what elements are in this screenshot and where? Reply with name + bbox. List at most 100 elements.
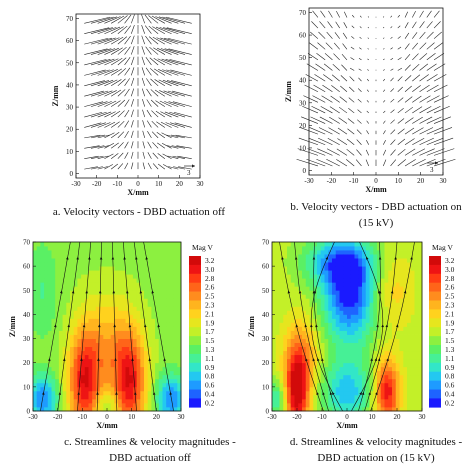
magnitude-cell: [414, 306, 419, 311]
streamline-arrow: [322, 391, 325, 395]
magnitude-cell: [36, 366, 41, 372]
magnitude-cell: [125, 334, 130, 339]
velocity-vector: [308, 137, 326, 146]
magnitude-cell: [275, 350, 280, 356]
magnitude-cell: [84, 366, 89, 372]
magnitude-cell: [302, 394, 307, 400]
velocity-vector: [124, 88, 130, 97]
streamline-arrow: [96, 391, 99, 395]
magnitude-cell: [362, 314, 367, 319]
magnitude-cell: [147, 298, 152, 303]
magnitude-cell: [392, 398, 397, 404]
velocity-vector: [150, 89, 159, 97]
magnitude-cell: [399, 318, 404, 323]
magnitude-cell: [279, 278, 284, 283]
velocity-vector: [412, 148, 426, 156]
legend-label: 2.6: [445, 283, 455, 292]
legend-swatch: [429, 389, 441, 399]
magnitude-cell: [132, 330, 137, 335]
magnitude-cell: [384, 354, 389, 360]
velocity-vector: [383, 69, 385, 71]
magnitude-cell: [173, 362, 178, 368]
magnitude-cell: [332, 282, 337, 287]
magnitude-cell: [140, 374, 145, 380]
magnitude-cell: [155, 402, 160, 408]
magnitude-cell: [169, 294, 174, 299]
magnitude-cell: [407, 286, 412, 291]
magnitude-cell: [380, 406, 385, 412]
magnitude-cell: [92, 254, 97, 259]
magnitude-cell: [410, 370, 415, 376]
magnitude-cell: [166, 254, 171, 259]
magnitude-cell: [92, 270, 97, 275]
magnitude-cell: [392, 370, 397, 376]
velocity-vector: [163, 37, 186, 45]
magnitude-cell: [388, 298, 393, 303]
magnitude-cell: [418, 366, 423, 372]
velocity-vector: [390, 68, 394, 71]
magnitude-cell: [84, 314, 89, 319]
magnitude-cell: [328, 346, 333, 352]
magnitude-cell: [95, 302, 100, 307]
magnitude-cell: [169, 282, 174, 287]
magnitude-cell: [95, 346, 100, 352]
magnitude-cell: [347, 262, 352, 267]
magnitude-cell: [107, 274, 112, 279]
magnitude-cell: [151, 354, 156, 360]
magnitude-cell: [403, 262, 408, 267]
magnitude-cell: [373, 330, 378, 335]
magnitude-cell: [125, 362, 130, 368]
magnitude-cell: [95, 318, 100, 323]
magnitude-cell: [173, 266, 178, 271]
magnitude-cell: [279, 242, 284, 247]
legend-swatch: [429, 371, 441, 381]
magnitude-cell: [283, 350, 288, 356]
velocity-vector: [104, 37, 120, 45]
magnitude-cell: [332, 366, 337, 372]
magnitude-cell: [107, 334, 112, 339]
magnitude-cell: [144, 362, 149, 368]
magnitude-cell: [388, 386, 393, 392]
magnitude-cell: [129, 350, 134, 356]
streamline-arrow: [62, 357, 66, 362]
magnitude-cell: [125, 246, 130, 251]
magnitude-cell: [99, 306, 104, 311]
magnitude-cell: [62, 298, 67, 303]
magnitude-cell: [92, 370, 97, 376]
magnitude-cell: [147, 342, 152, 348]
magnitude-cell: [362, 266, 367, 271]
magnitude-cell: [335, 354, 340, 360]
legend-label: 1.3: [445, 345, 455, 354]
magnitude-cell: [151, 366, 156, 372]
velocity-vector: [141, 77, 146, 86]
magnitude-cell: [140, 342, 145, 348]
magnitude-cell: [392, 278, 397, 283]
magnitude-cell: [66, 338, 71, 343]
magnitude-cell: [365, 278, 370, 283]
magnitude-cell: [173, 298, 178, 303]
magnitude-cell: [73, 326, 78, 331]
magnitude-cell: [377, 270, 382, 275]
magnitude-cell: [158, 398, 163, 404]
magnitude-cell: [144, 334, 149, 339]
magnitude-cell: [395, 382, 400, 388]
x-tick-label: 10: [395, 177, 403, 185]
magnitude-cell: [377, 326, 382, 331]
legend-swatch: [189, 291, 201, 301]
velocity-vector: [404, 85, 412, 92]
magnitude-cell: [350, 402, 355, 408]
magnitude-cell: [335, 250, 340, 255]
magnitude-cell: [305, 394, 310, 400]
velocity-vector: [412, 63, 420, 71]
velocity-vector: [404, 53, 411, 61]
magnitude-cell: [44, 314, 49, 319]
magnitude-cell: [110, 314, 115, 319]
velocity-vector: [124, 162, 129, 170]
magnitude-cell: [99, 282, 104, 287]
velocity-vector: [382, 140, 386, 145]
magnitude-cell: [388, 334, 393, 339]
magnitude-cell: [302, 398, 307, 404]
magnitude-cell: [77, 346, 82, 352]
magnitude-cell: [166, 370, 171, 376]
magnitude-cell: [272, 330, 277, 335]
